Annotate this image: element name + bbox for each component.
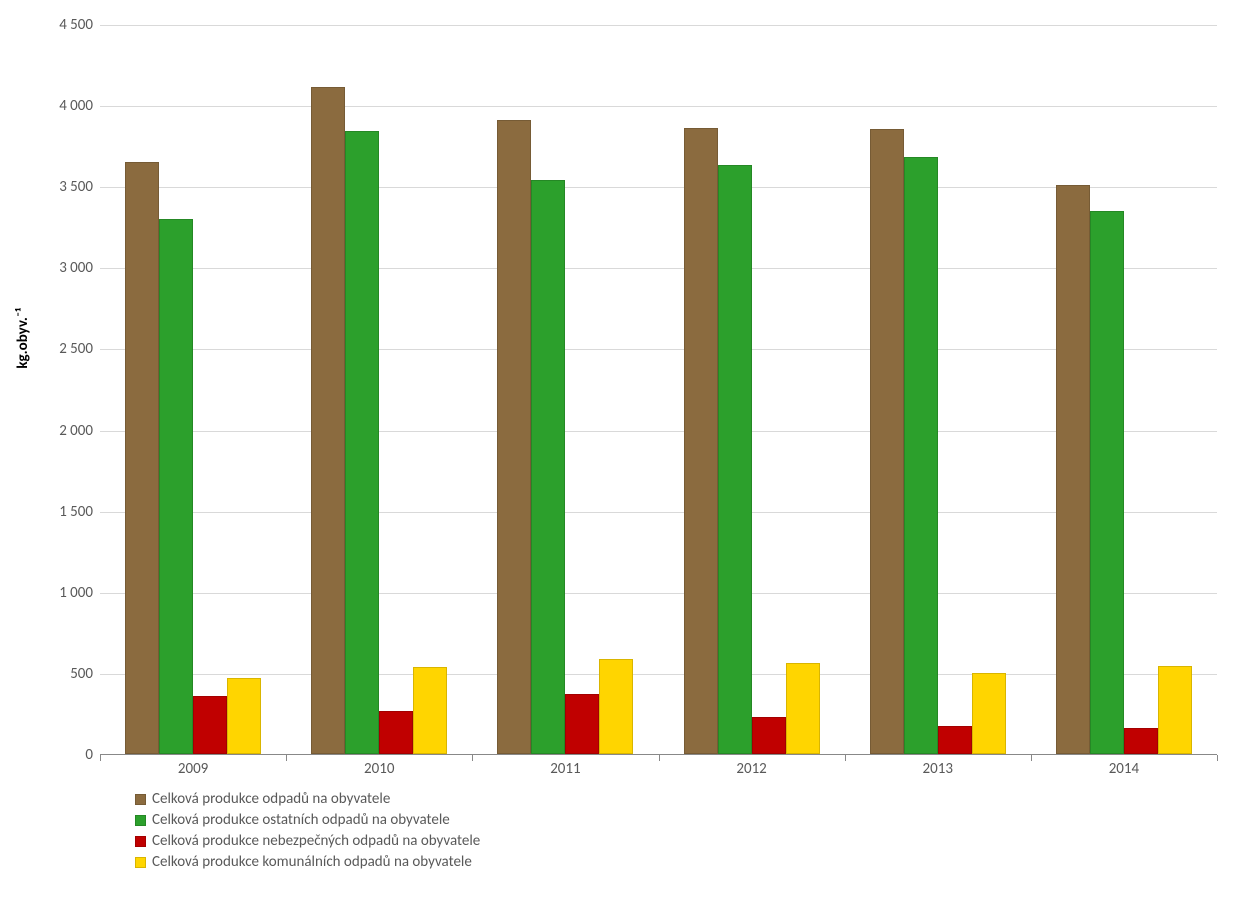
x-tick-label: 2012	[736, 760, 766, 778]
bar	[497, 120, 531, 754]
y-tick-label: 1 000	[59, 584, 93, 602]
x-tick-label: 2011	[550, 760, 580, 778]
bar	[379, 711, 413, 754]
y-tick-label: 4 000	[59, 97, 93, 115]
bars-area	[100, 25, 1217, 754]
y-tick-label: 2 000	[59, 422, 93, 440]
bar	[752, 717, 786, 754]
legend-item: Celková produkce odpadů na obyvatele	[135, 790, 480, 808]
x-tick-label: 2009	[178, 760, 208, 778]
legend-label: Celková produkce nebezpečných odpadů na …	[152, 832, 480, 850]
legend-label: Celková produkce ostatních odpadů na oby…	[152, 811, 450, 829]
legend-swatch	[135, 794, 146, 805]
bar	[938, 726, 972, 754]
bar	[1056, 185, 1090, 754]
category-group	[870, 129, 1006, 754]
bar	[718, 165, 752, 754]
bar	[531, 180, 565, 754]
bar	[345, 131, 379, 754]
legend-swatch	[135, 857, 146, 868]
bar	[684, 128, 718, 754]
category-group	[684, 128, 820, 754]
category-group	[125, 162, 261, 754]
legend-item: Celková produkce komunálních odpadů na o…	[135, 853, 480, 871]
bar	[1090, 211, 1124, 754]
bar	[870, 129, 904, 754]
bar	[599, 659, 633, 754]
legend-item: Celková produkce ostatních odpadů na oby…	[135, 811, 480, 829]
legend-label: Celková produkce odpadů na obyvatele	[152, 790, 390, 808]
x-tick-label: 2014	[1109, 760, 1139, 778]
x-tick-label: 2013	[923, 760, 953, 778]
y-tick-label: 1 500	[59, 503, 93, 521]
bar	[311, 87, 345, 754]
legend-item: Celková produkce nebezpečných odpadů na …	[135, 832, 480, 850]
bar	[125, 162, 159, 754]
bar	[193, 696, 227, 754]
bar	[413, 667, 447, 754]
legend-label: Celková produkce komunálních odpadů na o…	[152, 853, 472, 871]
y-axis-labels: 05001 0001 5002 0002 5003 0003 5004 0004…	[15, 25, 93, 755]
bar	[904, 157, 938, 754]
y-tick-label: 2 500	[59, 340, 93, 358]
bar	[227, 678, 261, 754]
x-tick	[1217, 755, 1218, 761]
y-tick-label: 3 500	[59, 178, 93, 196]
legend-swatch	[135, 815, 146, 826]
bar	[1158, 666, 1192, 754]
legend-swatch	[135, 836, 146, 847]
category-group	[311, 87, 447, 754]
y-tick-label: 0	[85, 746, 93, 764]
bar	[786, 663, 820, 754]
y-tick-label: 4 500	[59, 16, 93, 34]
x-axis-labels: 2009 2010 2011 2012 2013 2014	[100, 760, 1217, 785]
bar	[1124, 728, 1158, 754]
y-tick-label: 3 000	[59, 259, 93, 277]
bar	[972, 673, 1006, 754]
category-group	[1056, 185, 1192, 754]
x-tick-label: 2010	[364, 760, 394, 778]
legend: Celková produkce odpadů na obyvatele Celk…	[135, 790, 480, 874]
chart-container: kg.obyv.⁻¹ 05001 0001 5002 0002 5003 000…	[15, 15, 1227, 893]
bar	[565, 694, 599, 754]
plot-area	[100, 25, 1217, 755]
y-tick-label: 500	[70, 665, 93, 683]
bar	[159, 219, 193, 754]
category-group	[497, 120, 633, 754]
